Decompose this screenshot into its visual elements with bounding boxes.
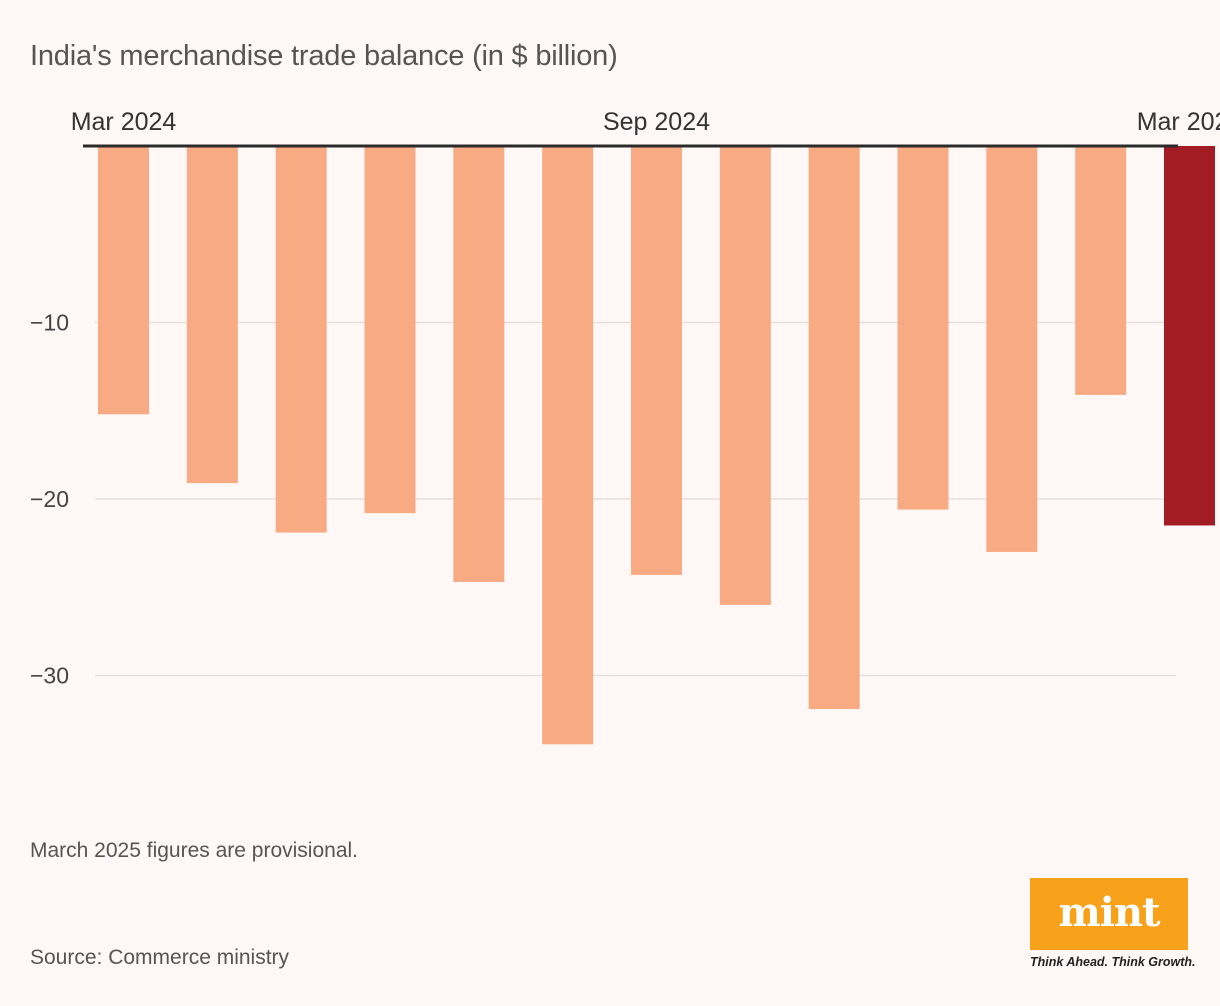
- bar-jan-2025: [986, 146, 1038, 552]
- y-axis-ticks: −10 −20 −30: [30, 310, 69, 689]
- chart-title: India's merchandise trade balance (in $ …: [30, 40, 618, 72]
- provisional-note: March 2025 figures are provisional.: [30, 839, 359, 862]
- bar-jun-2024: [364, 146, 416, 514]
- mint-logo: mint: [1030, 878, 1188, 950]
- source-text: Source: Commerce ministry: [30, 946, 290, 969]
- y-tick-label: −20: [30, 486, 69, 512]
- y-tick-label: −30: [30, 663, 69, 689]
- bar-oct-2024: [719, 146, 771, 605]
- bar-sep-2024: [631, 146, 682, 575]
- bar-jul-2024: [453, 146, 505, 582]
- bar-feb-2025: [1075, 146, 1127, 395]
- y-tick-label: −10: [30, 310, 69, 336]
- bar-apr-2024: [186, 146, 238, 484]
- bar-nov-2024: [808, 146, 860, 710]
- tagline: Think Ahead. Think Growth.: [1030, 955, 1196, 969]
- bar-may-2024: [275, 146, 327, 533]
- logo-text: mint: [1058, 888, 1160, 936]
- x-tick-label: Sep 2024: [603, 108, 710, 136]
- bar-chart: −10 −20 −30 Mar 2024 Sep 2024 Mar 2025: [30, 108, 1220, 745]
- x-axis-ticks: Mar 2024 Sep 2024 Mar 2025: [71, 108, 1220, 136]
- x-tick-label: Mar 2025: [1137, 108, 1220, 136]
- bar-mar-2024: [98, 146, 149, 415]
- bar-aug-2024: [542, 146, 594, 745]
- bars: [98, 146, 1215, 745]
- bar-dec-2024: [897, 146, 949, 510]
- x-tick-label: Mar 2024: [71, 108, 177, 136]
- bar-mar-2025: [1164, 146, 1215, 526]
